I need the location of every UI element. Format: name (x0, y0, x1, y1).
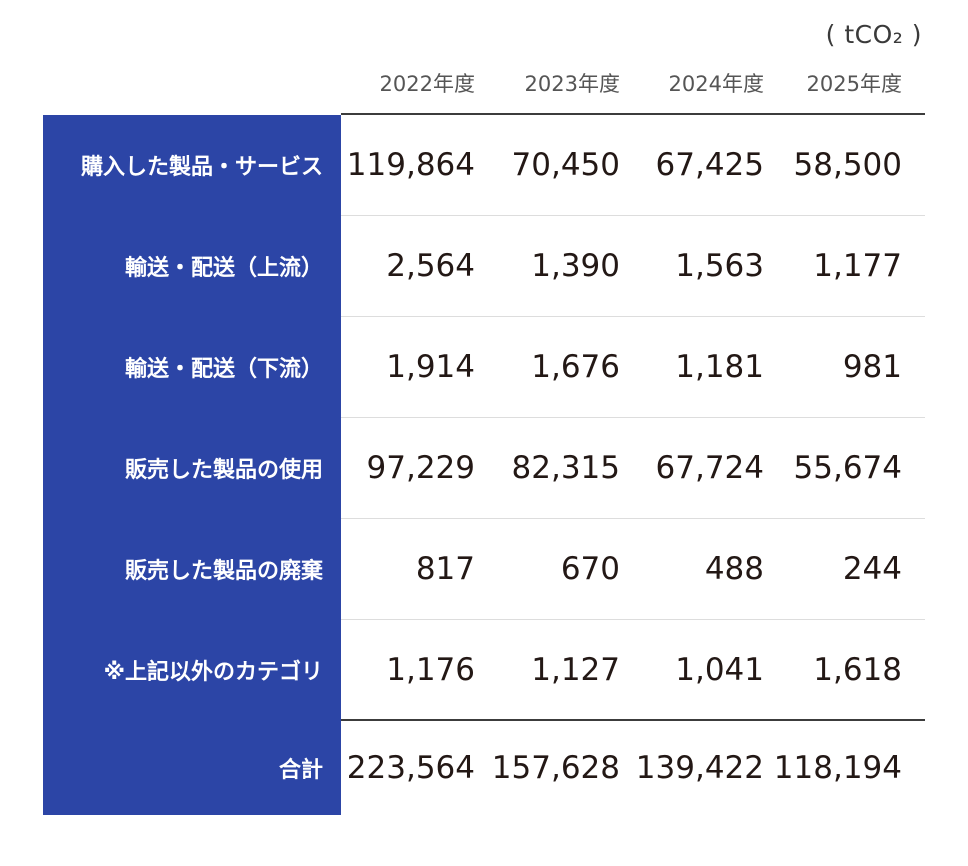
row-divider (341, 417, 925, 418)
table-row: ※上記以外のカテゴリ 1,176 1,127 1,041 1,618 (43, 620, 925, 720)
row-label: 購入した製品・サービス (80, 155, 323, 180)
table-cell: 97,229 (366, 450, 475, 486)
table-cell: 1,177 (813, 248, 902, 284)
table-cell: 2,564 (386, 248, 475, 284)
column-header-2023: 2023年度 (524, 72, 620, 96)
table-row: 輸送・配送（下流） 1,914 1,676 1,181 981 (43, 317, 925, 417)
total-label: 合計 (278, 758, 323, 783)
table-cell: 1,127 (531, 652, 620, 688)
table-cell: 981 (842, 349, 902, 385)
row-label: 販売した製品の廃棄 (124, 559, 323, 584)
table-cell: 1,914 (386, 349, 475, 385)
column-header-2025: 2025年度 (806, 72, 902, 96)
label-column-background (43, 115, 341, 815)
table-cell: 1,041 (675, 652, 764, 688)
table-row: 販売した製品の廃棄 817 670 488 244 (43, 519, 925, 619)
table-cell: 1,676 (531, 349, 620, 385)
row-divider (341, 316, 925, 317)
table-cell: 67,724 (655, 450, 764, 486)
table-row: 購入した製品・サービス 119,864 70,450 67,425 58,500 (43, 115, 925, 215)
total-row: 合計 223,564 157,628 139,422 118,194 (43, 721, 925, 815)
table-row: 輸送・配送（上流） 2,564 1,390 1,563 1,177 (43, 216, 925, 316)
table-cell: 55,674 (793, 450, 902, 486)
table-cell: 58,500 (793, 147, 902, 183)
row-label: 販売した製品の使用 (124, 458, 323, 483)
row-divider (341, 619, 925, 620)
table-cell: 82,315 (511, 450, 620, 486)
table-cell: 670 (560, 551, 620, 587)
table-cell: 817 (415, 551, 475, 587)
total-rule (341, 719, 925, 721)
table-row: 販売した製品の使用 97,229 82,315 67,724 55,674 (43, 418, 925, 518)
row-label: 輸送・配送（下流） (124, 357, 323, 382)
table-cell: 488 (704, 551, 764, 587)
row-label: ※上記以外のカテゴリ (103, 660, 323, 685)
table-cell: 1,181 (675, 349, 764, 385)
header-rule (341, 113, 925, 115)
row-label: 輸送・配送（上流） (124, 256, 323, 281)
unit-label: ( tCO₂ ) (825, 20, 922, 49)
row-divider (341, 518, 925, 519)
total-value-2022: 223,564 (346, 750, 475, 786)
table-cell: 119,864 (346, 147, 475, 183)
table-cell: 67,425 (655, 147, 764, 183)
row-divider (341, 215, 925, 216)
column-header-2022: 2022年度 (379, 72, 475, 96)
total-value-2025: 118,194 (773, 750, 902, 786)
total-value-2024: 139,422 (635, 750, 764, 786)
table-cell: 1,563 (675, 248, 764, 284)
table-cell: 1,390 (531, 248, 620, 284)
table-cell: 70,450 (511, 147, 620, 183)
column-header-2024: 2024年度 (668, 72, 764, 96)
table-cell: 244 (842, 551, 902, 587)
table-cell: 1,176 (386, 652, 475, 688)
table-cell: 1,618 (813, 652, 902, 688)
total-value-2023: 157,628 (491, 750, 620, 786)
